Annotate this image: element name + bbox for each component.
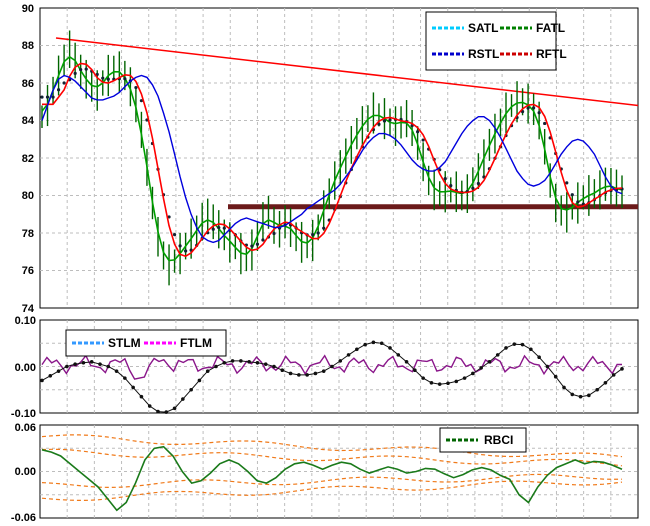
tick-label: 82 xyxy=(22,153,34,165)
rbci-band xyxy=(41,480,623,502)
satl-point xyxy=(211,227,215,231)
satl-point xyxy=(167,215,171,219)
rbci-band xyxy=(41,448,623,467)
tick-label: 0.06 xyxy=(15,422,36,434)
satl-point xyxy=(139,99,144,103)
satl-point xyxy=(449,183,453,188)
satl-point xyxy=(217,226,221,230)
satl-point xyxy=(222,226,226,230)
satl-point xyxy=(178,244,182,248)
rftl-line xyxy=(42,62,623,258)
stlm-line xyxy=(41,341,623,413)
price-series-layer xyxy=(40,30,639,286)
satl-point xyxy=(134,85,138,90)
satl-point xyxy=(543,121,547,126)
trend-line-resistance xyxy=(55,37,639,107)
legend-label-stlm: STLM xyxy=(108,336,141,350)
rbci-legend: RBCI xyxy=(439,427,527,453)
satl-point xyxy=(576,200,580,204)
satl-point xyxy=(123,77,127,81)
satl-point xyxy=(272,231,276,236)
legend-label-rbci: RBCI xyxy=(484,433,513,447)
satl-point xyxy=(250,244,254,248)
rbci-series-layer xyxy=(41,434,623,512)
satl-point xyxy=(382,119,387,123)
tick-label: 88 xyxy=(22,40,34,52)
satl-point xyxy=(537,111,541,115)
satl-point xyxy=(62,81,66,85)
satl-point xyxy=(311,233,315,237)
satl-point xyxy=(565,181,569,185)
tick-label: -0.10 xyxy=(11,408,36,420)
satl-point xyxy=(322,226,326,230)
legend-label-satl: SATL xyxy=(468,21,498,35)
tick-label: -0.06 xyxy=(11,512,36,524)
tick-label: 76 xyxy=(22,265,34,277)
tick-label: 0.10 xyxy=(15,315,36,327)
satl-point xyxy=(388,118,392,122)
satl-point xyxy=(476,181,480,186)
tick-label: 0.00 xyxy=(15,466,36,478)
rbci-line xyxy=(41,445,623,512)
satl-point xyxy=(570,193,574,197)
rstl-line xyxy=(41,74,623,244)
satl-point xyxy=(377,122,381,126)
satl-point xyxy=(73,71,77,75)
satl-point xyxy=(45,95,50,99)
legend-label-ftlm: FTLM xyxy=(180,336,212,350)
satl-point xyxy=(106,77,110,81)
satl-point xyxy=(79,68,83,72)
rbci-band xyxy=(41,473,623,489)
momentum-legend: STLM FTLM xyxy=(65,329,227,357)
satl-point xyxy=(51,95,55,99)
price-legend: SATL FATL RSTL RFTL xyxy=(425,11,567,71)
satl-point xyxy=(532,106,536,110)
legend-label-fatl: FATL xyxy=(536,21,565,35)
satl-point xyxy=(416,130,420,134)
satl-point xyxy=(526,106,530,110)
satl-point xyxy=(255,242,260,246)
satl-point xyxy=(261,238,265,242)
momentum-series-layer xyxy=(40,340,624,414)
tick-label: 86 xyxy=(22,78,34,90)
satl-point xyxy=(184,249,188,253)
fatl-line xyxy=(41,55,623,262)
tick-label: 80 xyxy=(22,190,34,202)
tick-label: 74 xyxy=(22,303,35,315)
satl-point xyxy=(101,76,105,80)
satl-point xyxy=(56,88,61,92)
satl-point xyxy=(316,231,320,235)
y-tick-labels: 90 88 86 84 82 80 78 76 74 0.10 0.00 -0.… xyxy=(11,3,36,524)
legend-label-rstl: RSTL xyxy=(468,47,499,61)
satl-point xyxy=(84,67,88,71)
satl-point xyxy=(421,138,425,142)
satl-point xyxy=(443,177,447,181)
tick-label: 78 xyxy=(22,228,34,240)
tick-label: 84 xyxy=(22,115,35,127)
tick-label: 90 xyxy=(22,3,34,15)
legend-label-rftl: RFTL xyxy=(536,47,567,61)
rbci-band xyxy=(41,434,623,458)
satl-point xyxy=(40,95,44,99)
tick-label: 0.00 xyxy=(15,362,36,374)
satl-point xyxy=(172,233,177,237)
satl-point xyxy=(471,186,475,190)
